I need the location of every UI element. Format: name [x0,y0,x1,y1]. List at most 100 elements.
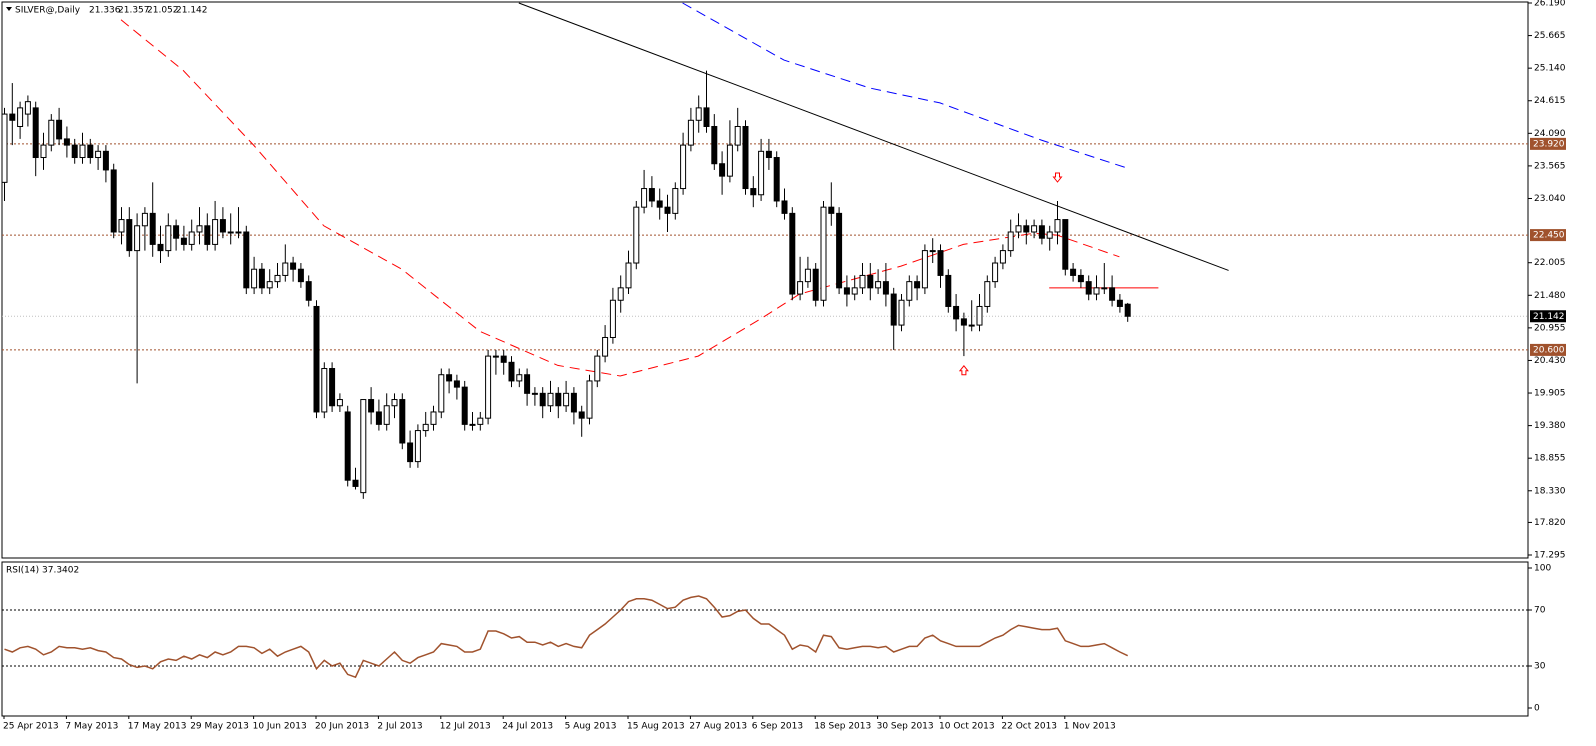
candle-body [17,107,24,127]
candle-body [531,392,538,395]
axes: 26.190 25.665 25.140 24.615 24.090 23.565 23.0… [3,0,1566,732]
candle-body [609,299,616,338]
candle-body [851,287,858,295]
candle-body [469,423,476,426]
candle-body [586,380,593,419]
candle-body [648,188,655,202]
y-tick-label: 26.190 [1534,0,1566,9]
candle-body [516,374,523,382]
candle-body [24,101,31,115]
candle-body [750,188,757,196]
x-tick-label: 5 Aug 2013 [565,722,617,732]
y-tick-label: 19.380 [1534,421,1566,431]
candle-body [570,392,577,413]
candle-body [1077,274,1084,283]
candle-body [539,392,546,407]
rsi-panel [2,595,1528,679]
candle-body [485,355,492,419]
candle-body [820,206,827,301]
main-frame [1,1,1529,559]
x-tick-label: 6 Sep 2013 [752,722,803,732]
candle-body [1093,287,1100,295]
candle-body [258,268,265,289]
y-tick-label: 23.040 [1534,194,1566,204]
candle-body [95,150,102,159]
candle-body [157,243,164,252]
candle-body [375,411,382,425]
candle-body [656,200,663,208]
candle-body [781,200,788,214]
candle-body [992,262,999,283]
x-tick-label: 2 Jul 2013 [377,722,422,732]
candle-body [984,281,991,307]
candle-body [867,274,874,289]
candle-body [875,281,882,289]
candle-body [453,380,460,388]
candle-body [773,157,780,202]
candle-body [758,150,765,196]
candle-body [492,355,499,358]
level-label: 22.450 [1533,231,1565,241]
y-tick-label: 19.905 [1534,389,1566,399]
candle-body [1062,219,1069,270]
x-tick-label: 18 Sep 2013 [814,722,871,732]
candle-body [726,144,733,177]
close-value: 21.142 [176,6,208,16]
candle-body [391,399,398,407]
candle-body [118,219,125,233]
candle-body [859,274,866,289]
candle-body [446,374,453,382]
candle-body [929,250,936,253]
candle-body [999,250,1006,264]
candle-body [680,144,687,190]
open-value: 21.336 [89,6,121,16]
level-label: 23.920 [1533,139,1565,149]
candle-body [352,479,359,487]
candle-body [399,399,406,444]
candle-body [711,125,718,165]
arrow [1052,172,1063,183]
overlay-line [120,19,1120,377]
candle-body [594,355,601,382]
candle-body [1070,268,1077,276]
candle-body [508,361,515,382]
candle-body [836,212,843,289]
candle-body [461,386,468,425]
candle-body [56,119,63,140]
candle-body [477,417,484,425]
candle-body [968,324,975,327]
candle-body [1023,225,1030,233]
candle-body [921,250,928,289]
candle-body [180,237,187,245]
candle-body [1101,287,1108,290]
x-tick-label: 17 May 2013 [128,722,187,732]
y-tick-label: 20.430 [1534,356,1566,366]
x-tick-label: 20 Jun 2013 [315,722,369,732]
candle-body [79,144,86,159]
candle-body [578,411,585,419]
candle-body [2,113,8,183]
x-tick-label: 30 Sep 2013 [877,722,934,732]
x-tick-label: 10 Oct 2013 [939,722,995,732]
candle-body [890,293,897,326]
candle-body [1124,303,1131,317]
candle-body [344,411,351,481]
candle-body [251,268,258,289]
y-tick-label: 20.955 [1534,323,1566,333]
candle-body [914,281,921,289]
candle-body [882,281,889,295]
candle-body [1054,219,1061,233]
candle-body [219,219,226,233]
y-tick-label: 18.330 [1534,486,1566,496]
level-label-box [1530,229,1566,242]
x-tick-label: 27 Aug 2013 [689,722,747,732]
candle-body [625,262,632,289]
rsi-line [4,595,1129,679]
candle-body [313,305,320,413]
candle-body [555,392,562,407]
x-tick-label: 24 Jul 2013 [502,722,553,732]
candle-body [110,169,117,233]
y-tick-label: 25.665 [1534,31,1566,41]
level-label-box [1530,343,1566,356]
current-price-label: 21.142 [1533,312,1565,322]
